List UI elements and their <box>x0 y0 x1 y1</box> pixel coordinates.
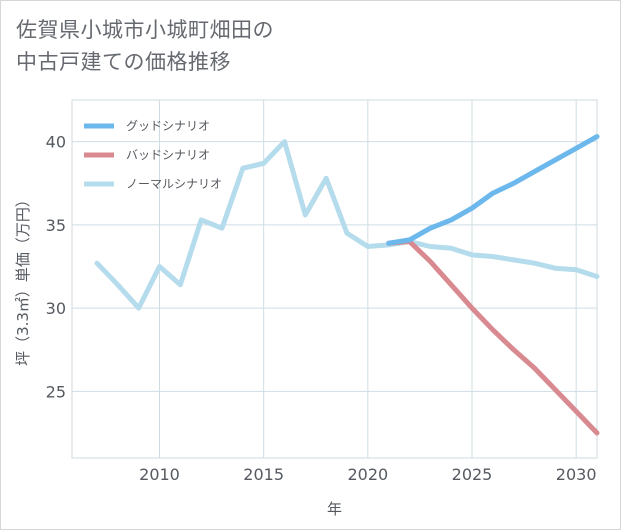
legend-label: グッドシナリオ <box>126 119 210 133</box>
series-lines <box>94 134 600 436</box>
series-line-0 <box>386 134 600 246</box>
y-tick-label: 25 <box>46 382 66 401</box>
legend-label: ノーマルシナリオ <box>126 177 222 191</box>
chart-title-line-2: 中古戸建ての価格推移 <box>16 50 231 74</box>
y-tick-label: 40 <box>46 133 66 152</box>
y-tick-label: 30 <box>46 299 66 318</box>
series-line-1 <box>386 239 600 436</box>
x-tick-label: 2020 <box>347 465 388 484</box>
chart-title-line-1: 佐賀県小城市小城町畑田の <box>16 18 274 42</box>
grid <box>71 99 598 459</box>
x-tick-label: 2030 <box>556 465 597 484</box>
x-tick-label: 2015 <box>243 465 284 484</box>
y-axis-label: 坪（3.3㎡）単価（万円） <box>14 192 32 366</box>
legend-label: バッドシナリオ <box>126 148 210 162</box>
x-tick-label: 2010 <box>139 465 180 484</box>
y-tick-label: 35 <box>46 216 66 235</box>
chart-title: 佐賀県小城市小城町畑田の 中古戸建ての価格推移 <box>16 14 274 78</box>
axes: 2010 2015 2020 2025 2030 25 30 35 40 <box>46 133 597 484</box>
series-line-2 <box>94 139 600 311</box>
x-tick-label: 2025 <box>452 465 493 484</box>
x-axis-label: 年 <box>327 500 342 518</box>
